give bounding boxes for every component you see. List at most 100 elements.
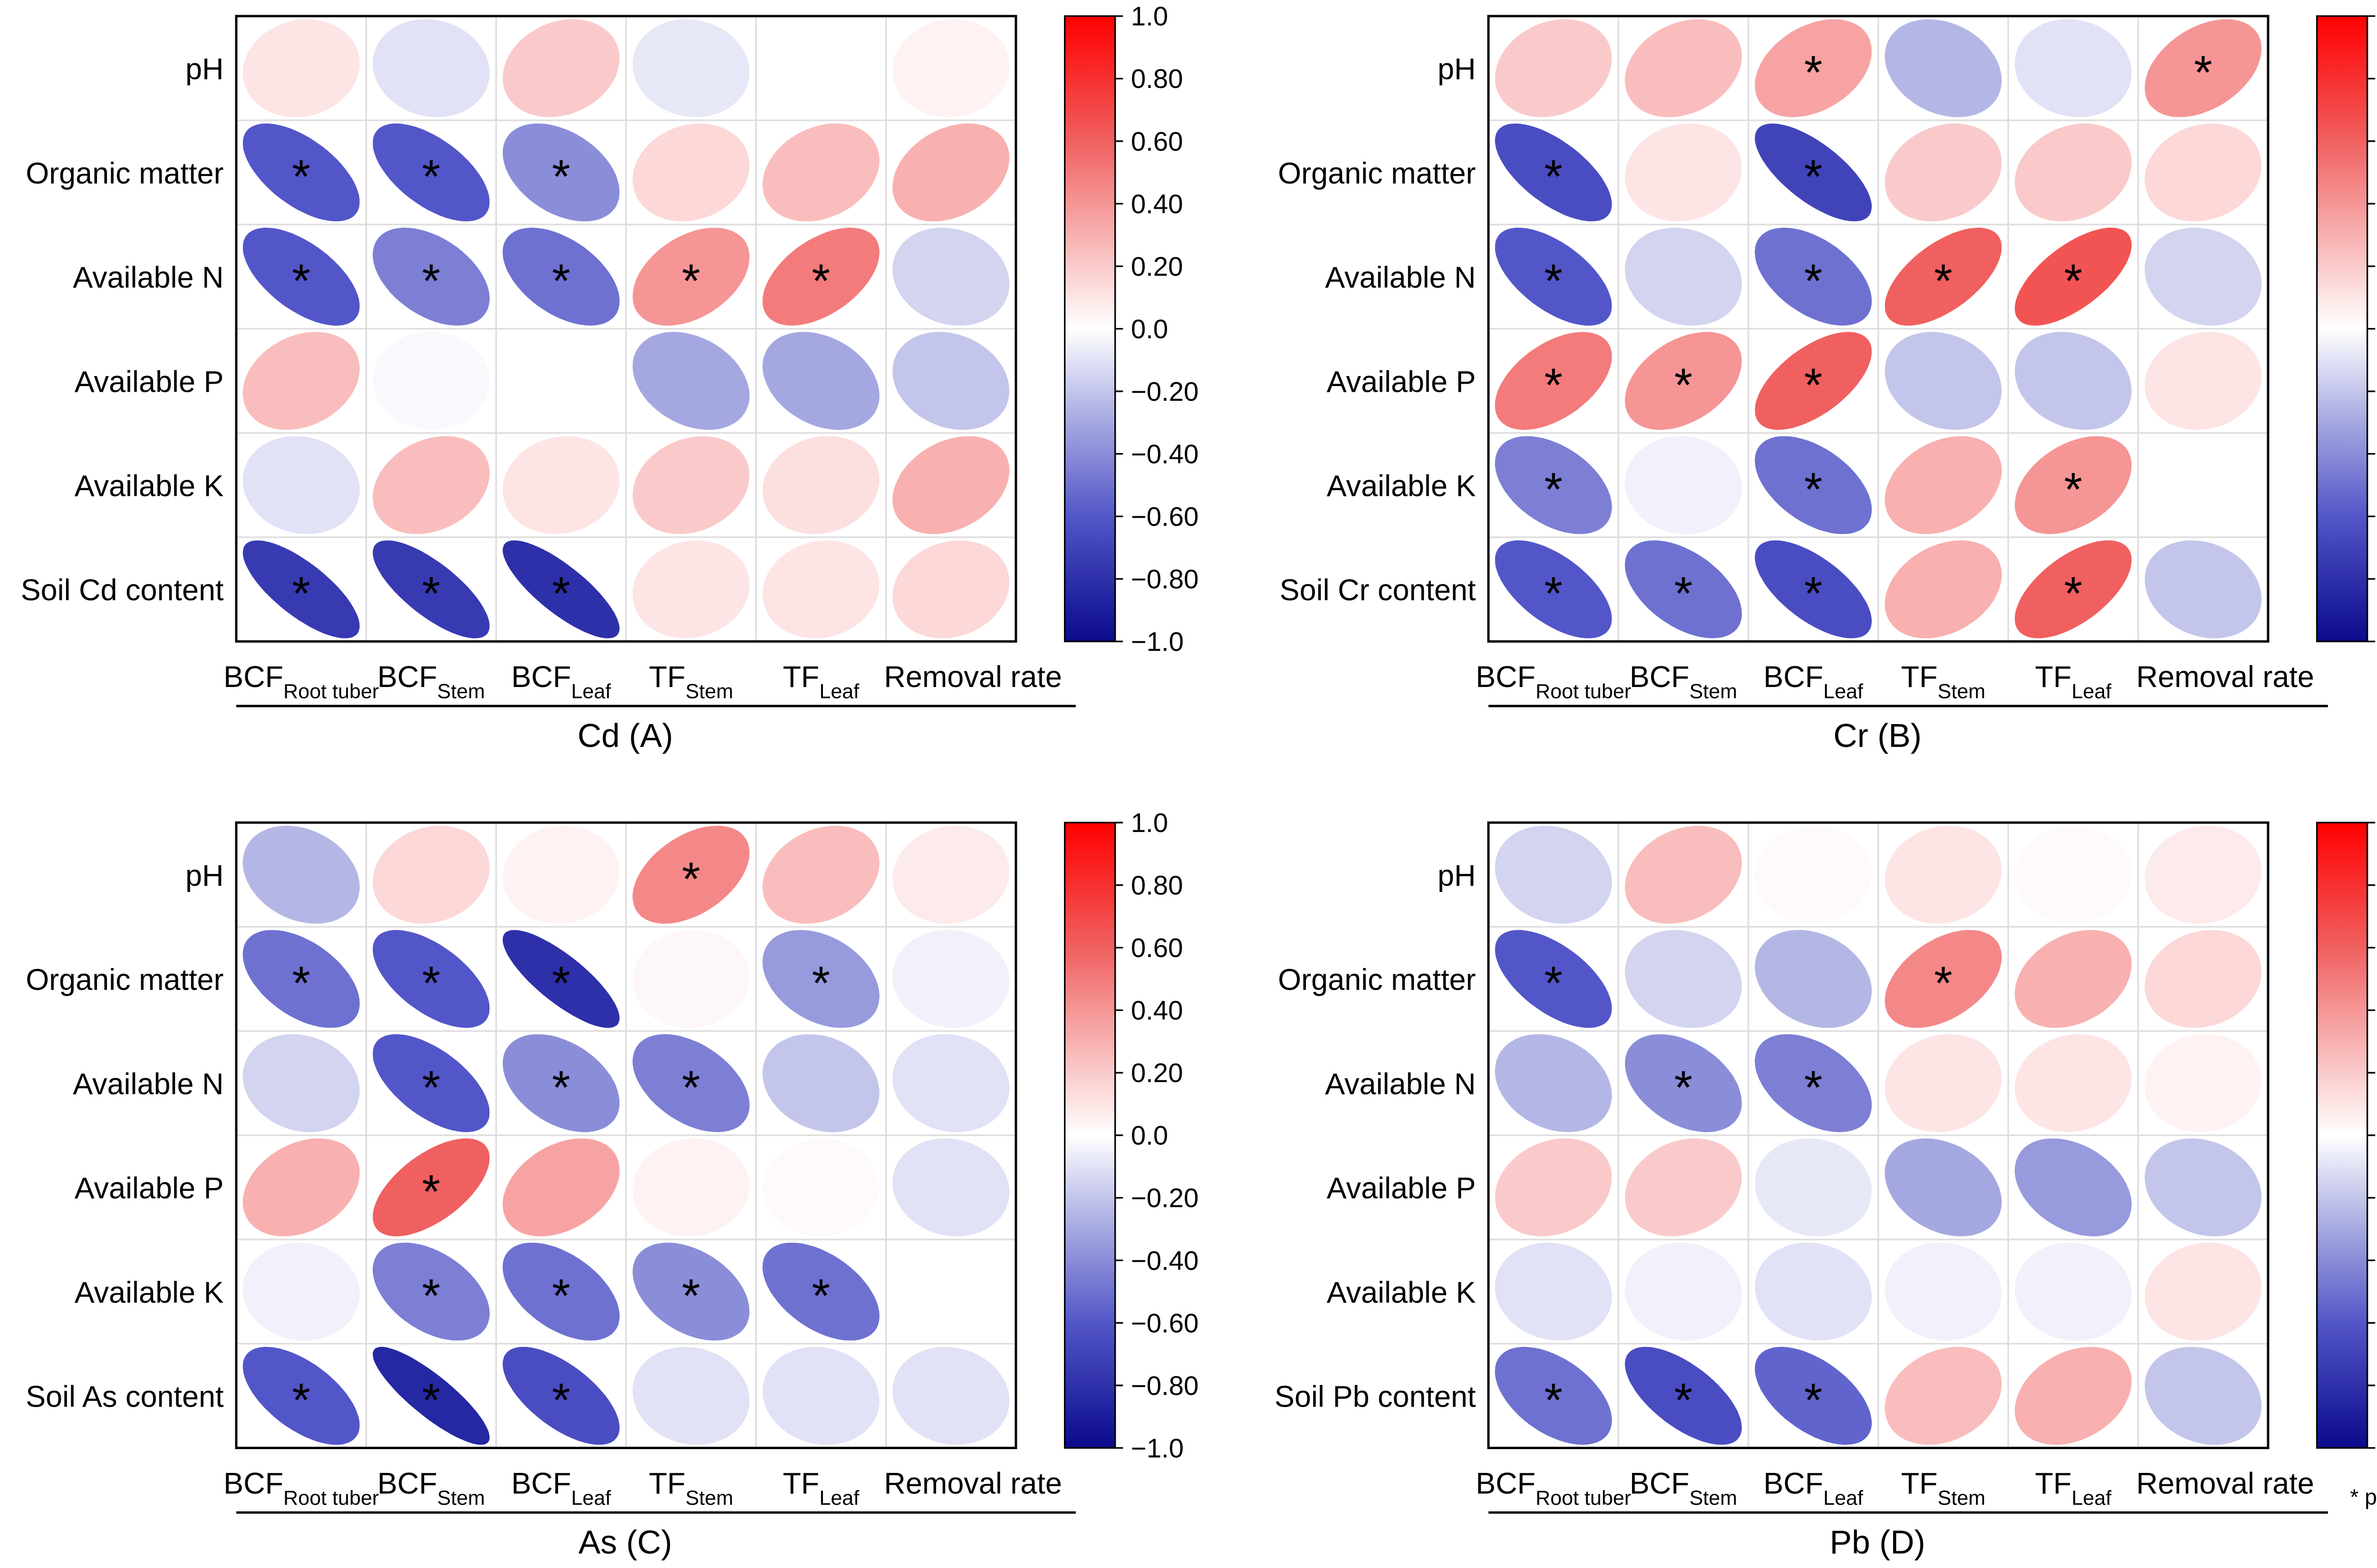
correlation-ellipse bbox=[242, 227, 360, 326]
significance-star: * bbox=[1674, 359, 1693, 412]
colorbar-tick-label: −0.40 bbox=[1131, 1246, 1199, 1276]
correlation-ellipse bbox=[502, 436, 620, 534]
significance-star: * bbox=[552, 1061, 570, 1114]
correlation-ellipse bbox=[892, 1034, 1010, 1132]
correlation-ellipse bbox=[632, 123, 750, 222]
colorbar-tick-label: −1.0 bbox=[1131, 627, 1184, 657]
correlation-ellipse bbox=[2145, 1138, 2262, 1237]
correlation-ellipse bbox=[372, 1242, 490, 1341]
significance-star: * bbox=[1674, 1374, 1693, 1427]
colorbar-tick-label: 0.40 bbox=[1131, 996, 1183, 1026]
column-label: TFLeaf bbox=[2035, 1467, 2112, 1510]
correlation-ellipse bbox=[2015, 825, 2132, 924]
colorbar-tick-label: 0.60 bbox=[1131, 933, 1183, 963]
significance-star: * bbox=[1804, 47, 1823, 99]
row-label: pH bbox=[185, 53, 223, 86]
correlation-ellipse bbox=[632, 332, 750, 430]
significance-star: * bbox=[292, 151, 310, 203]
colorbar-tick-label: 0.0 bbox=[1131, 1121, 1168, 1151]
panel-title: Cd (A) bbox=[578, 717, 673, 754]
correlation-ellipse bbox=[373, 540, 490, 639]
correlation-ellipse bbox=[1755, 540, 1872, 639]
row-label: Soil Cd content bbox=[21, 574, 224, 607]
significance-star: * bbox=[422, 957, 441, 1010]
correlation-ellipse bbox=[1495, 19, 1612, 117]
column-label: BCFStem bbox=[1630, 660, 1737, 703]
row-label: pH bbox=[1438, 53, 1476, 86]
correlation-ellipse bbox=[1884, 540, 2002, 639]
row-label: Available P bbox=[1327, 365, 1476, 398]
correlation-ellipse bbox=[242, 436, 360, 534]
significance-star: * bbox=[422, 151, 441, 203]
plot-frame bbox=[1487, 821, 2270, 1449]
significance-star: * bbox=[1804, 568, 1823, 620]
correlation-ellipse bbox=[1624, 825, 1742, 924]
colorbar-tick-label: 0.20 bbox=[1131, 252, 1183, 281]
row-label: Soil Pb content bbox=[1275, 1380, 1476, 1413]
correlation-panel-1: * * * * * * * * * * * * * * * * * * pH Organic matter Availa… bbox=[1278, 15, 2376, 754]
column-label: BCFLeaf bbox=[511, 660, 611, 703]
row-label: Available N bbox=[1325, 1067, 1476, 1101]
correlation-ellipse bbox=[2145, 123, 2262, 222]
column-label: TFLeaf bbox=[2035, 660, 2112, 703]
correlation-ellipse bbox=[1624, 19, 1742, 117]
significance-star: * bbox=[682, 1061, 700, 1114]
row-label: Available P bbox=[75, 365, 224, 398]
colorbar-tick-label: −1.0 bbox=[1131, 1433, 1184, 1463]
colorbar-tick-label: −0.60 bbox=[1131, 1308, 1199, 1338]
correlation-ellipse bbox=[762, 436, 880, 534]
correlation-ellipse bbox=[632, 228, 750, 326]
correlation-ellipse bbox=[2145, 332, 2262, 430]
correlation-ellipse bbox=[1755, 332, 1872, 430]
row-label: Available N bbox=[1325, 261, 1476, 294]
correlation-ellipse bbox=[242, 825, 360, 924]
plot-frame bbox=[1487, 15, 2270, 643]
correlation-ellipse bbox=[242, 930, 360, 1028]
correlation-ellipse bbox=[1884, 227, 2002, 326]
correlation-ellipse bbox=[1495, 930, 1612, 1028]
column-label: BCFLeaf bbox=[1763, 660, 1864, 703]
significance-star: * bbox=[1674, 1061, 1693, 1114]
correlation-ellipse bbox=[242, 332, 360, 430]
correlation-ellipse bbox=[1495, 436, 1612, 534]
column-label: Removal rate bbox=[884, 1467, 1062, 1500]
correlation-ellipse bbox=[892, 1242, 1010, 1341]
correlation-ellipse bbox=[1755, 1242, 1872, 1341]
correlation-ellipse bbox=[242, 1034, 360, 1132]
column-label: BCFRoot tuber bbox=[223, 660, 379, 703]
correlation-panel-2: * * * * * * * * * * * * * * * * pH Organic matter Availabl… bbox=[26, 808, 1198, 1560]
correlation-ellipse bbox=[1495, 1138, 1612, 1237]
row-label: Available K bbox=[1327, 1276, 1476, 1309]
correlation-ellipse bbox=[242, 19, 360, 117]
correlation-ellipse bbox=[242, 540, 360, 639]
column-label: BCFLeaf bbox=[511, 1467, 611, 1510]
column-label: BCFRoot tuber bbox=[1476, 1467, 1631, 1510]
significance-star: * bbox=[422, 568, 441, 620]
colorbar-tick-label: 1.0 bbox=[1131, 1, 1168, 31]
significance-star: * bbox=[2064, 463, 2083, 516]
correlation-ellipse bbox=[502, 540, 620, 639]
correlation-ellipse bbox=[502, 227, 620, 326]
row-label: Available K bbox=[1327, 470, 1476, 503]
correlation-panel-3: * * * * * * * pH Organic matter Available N Availa… bbox=[1275, 821, 2376, 1560]
correlation-ellipse bbox=[1495, 1346, 1612, 1445]
correlation-ellipse bbox=[892, 123, 1010, 222]
correlation-ellipse bbox=[1884, 436, 2002, 534]
column-label: Removal rate bbox=[2136, 1467, 2314, 1500]
correlation-ellipse bbox=[892, 436, 1010, 534]
significance-star: * bbox=[552, 1270, 570, 1323]
correlation-ellipse bbox=[892, 227, 1010, 326]
correlation-ellipse bbox=[1884, 1034, 2002, 1132]
significance-star: * bbox=[1934, 255, 1952, 308]
significance-star: * bbox=[1804, 151, 1823, 203]
correlation-ellipse bbox=[372, 825, 490, 924]
significance-star: * bbox=[1674, 568, 1693, 620]
correlation-ellipse bbox=[373, 1138, 490, 1237]
significance-star: * bbox=[1544, 957, 1563, 1010]
significance-star: * bbox=[1544, 151, 1563, 203]
correlation-ellipse bbox=[763, 1138, 879, 1237]
significance-star: * bbox=[1804, 1061, 1823, 1114]
significance-star: * bbox=[1544, 1374, 1563, 1427]
correlation-ellipse bbox=[372, 436, 490, 534]
significance-star: * bbox=[552, 568, 570, 620]
